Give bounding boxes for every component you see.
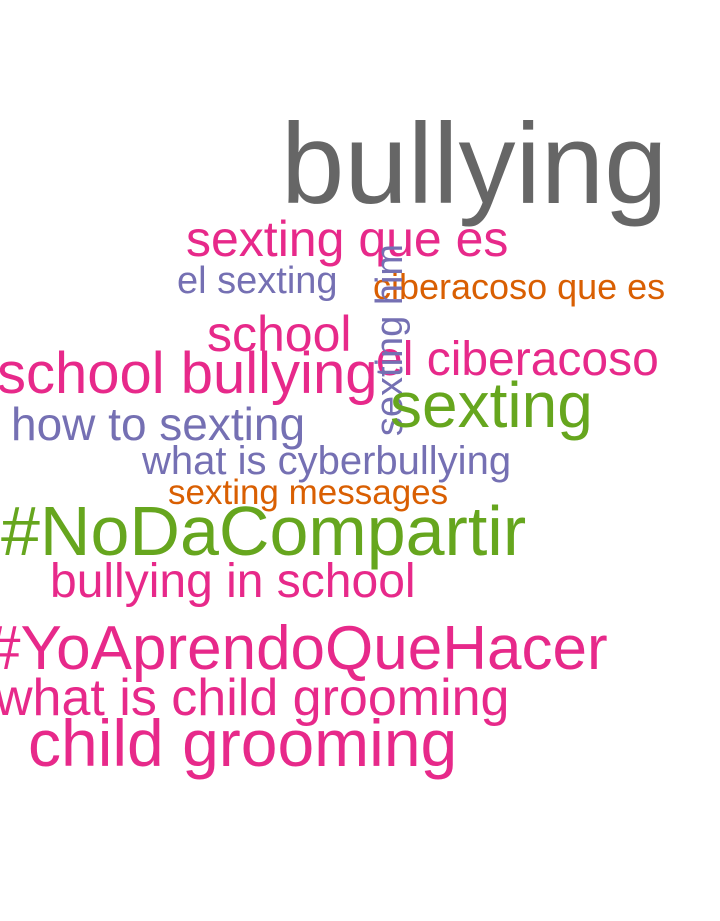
word-nodacompartir: #NoDaCompartir — [1, 492, 527, 570]
word-what-is-child-grooming: what is child grooming — [0, 669, 510, 727]
word-child-grooming: child grooming — [28, 706, 458, 780]
word-sexting-que-es: sexting que es — [186, 211, 509, 267]
word-bullying-in-school: bullying in school — [50, 555, 416, 608]
word-sexting: sexting — [390, 369, 593, 441]
word-yoaprendoquehacer: #YoAprendoQueHacer — [0, 614, 608, 683]
word-el-sexting: el sexting — [177, 260, 338, 302]
word-what-is-cyberbullying: what is cyberbullying — [142, 439, 512, 483]
word-bullying: bullying — [281, 101, 668, 228]
word-how-to-sexting: how to sexting — [11, 398, 306, 450]
word-el-ciberacoso: el ciberacoso — [376, 333, 659, 386]
word-ciberacoso-que-es: ciberacoso que es — [373, 266, 666, 307]
word-school-bullying: school bullying — [0, 341, 378, 406]
word-school: school — [207, 306, 352, 362]
word-sexting-messages: sexting messages — [168, 473, 449, 512]
